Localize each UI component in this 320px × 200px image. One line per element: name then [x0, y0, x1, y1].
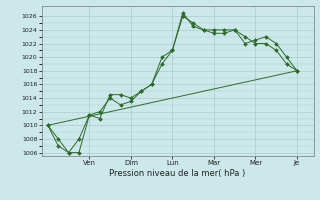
X-axis label: Pression niveau de la mer( hPa ): Pression niveau de la mer( hPa ) — [109, 169, 246, 178]
